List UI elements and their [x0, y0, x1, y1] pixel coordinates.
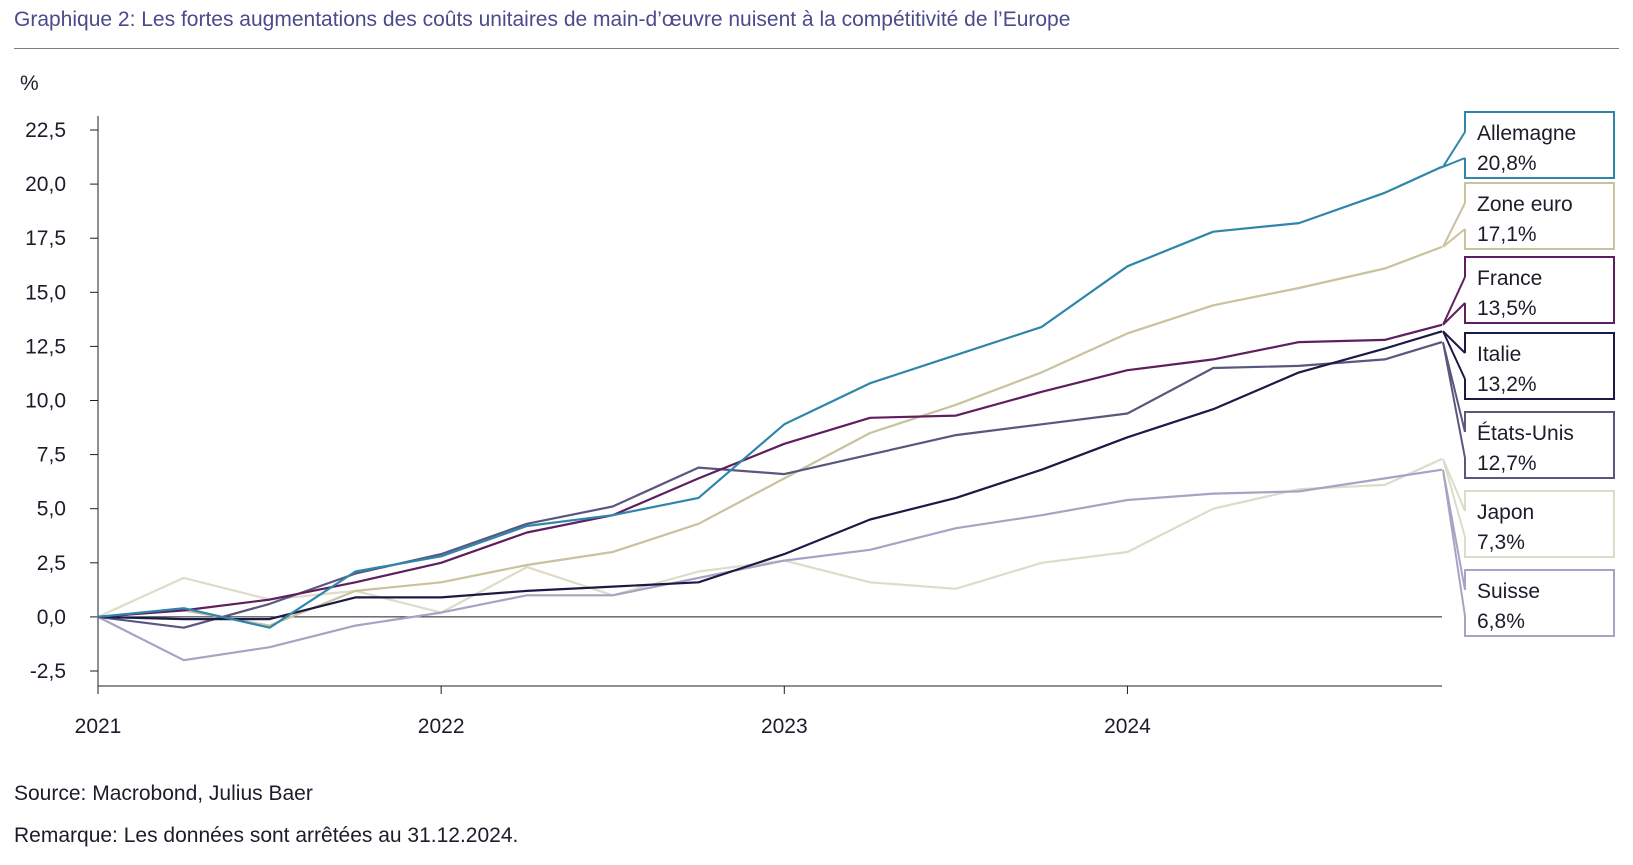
y-tick-label: 7,5	[37, 444, 66, 467]
series-label-leader-6	[1442, 458, 1466, 538]
x-tick-label: 2023	[761, 715, 808, 738]
y-tick-label: 20,0	[25, 173, 66, 196]
series-labels-group: Allemagne 20,8% Zone euro 17,1% France 13,5% I…	[1440, 111, 1615, 637]
y-tick-label: 0,0	[37, 606, 66, 629]
series-line-7	[97, 468, 1443, 662]
y-tick-label: 12,5	[25, 335, 66, 358]
y-tick-label: 2,5	[37, 552, 66, 575]
series-line-5	[97, 341, 1443, 629]
series-name-label: Suisse	[1477, 580, 1540, 603]
chart-title: Graphique 2: Les fortes augmentations de…	[14, 8, 1071, 31]
series-label-box-1	[1464, 111, 1615, 179]
series-label-leader-1	[1440, 131, 1466, 169]
y-axis-unit-label: %	[20, 72, 39, 95]
series-end-value-label: 6,8%	[1477, 610, 1525, 633]
series-name-label: Japon	[1477, 501, 1534, 524]
series-label-box-7	[1464, 569, 1615, 637]
series-name-label: Allemagne	[1477, 122, 1576, 145]
y-tick-label: 5,0	[37, 498, 66, 521]
series-label-leader-4	[1442, 330, 1466, 380]
series-label-leader-2	[1442, 202, 1466, 248]
y-tick-label: 22,5	[25, 119, 66, 142]
series-end-value-label: 12,7%	[1477, 452, 1537, 475]
y-tick-label: 10,0	[25, 390, 66, 413]
series-line-2	[97, 245, 1443, 627]
series-end-value-label: 20,8%	[1477, 152, 1537, 175]
series-label-box-6	[1464, 490, 1615, 558]
source-note: Source: Macrobond, Julius Baer	[14, 782, 313, 805]
series-label-box-3	[1464, 256, 1615, 324]
series-label-leader-7	[1442, 469, 1466, 617]
x-tick-label: 2024	[1104, 715, 1151, 738]
series-line-3	[97, 323, 1443, 618]
series-end-value-label: 13,5%	[1477, 297, 1537, 320]
remark-note: Remarque: Les données sont arrêtées au 3…	[14, 824, 519, 847]
series-name-label: États-Unis	[1477, 422, 1574, 445]
series-label-box-4	[1464, 332, 1615, 400]
series-label-leader-5	[1442, 341, 1466, 459]
series-name-label: France	[1477, 267, 1542, 290]
axes-group: % 22,5 20,0 17,5 15,0 12,5 10,0 7,5 5,0 2,5 0,0 -2,…	[20, 72, 1442, 738]
series-line-1	[97, 165, 1443, 629]
series-line-4	[97, 330, 1443, 621]
title-divider	[14, 48, 1619, 49]
y-tick-label: -2,5	[30, 660, 66, 683]
y-tick-label: 17,5	[25, 227, 66, 250]
series-name-label: Zone euro	[1477, 193, 1573, 216]
y-tick-label: 15,0	[25, 281, 66, 304]
series-label-leader-3	[1442, 276, 1466, 326]
series-name-label: Italie	[1477, 343, 1521, 366]
series-label-box-2	[1464, 182, 1615, 250]
x-tick-label: 2022	[418, 715, 465, 738]
series-end-value-label: 13,2%	[1477, 373, 1537, 396]
x-tick-label: 2021	[75, 715, 122, 738]
series-end-value-label: 17,1%	[1477, 223, 1537, 246]
series-label-box-5	[1464, 411, 1615, 479]
series-lines-group	[97, 165, 1443, 662]
series-end-value-label: 7,3%	[1477, 531, 1525, 554]
